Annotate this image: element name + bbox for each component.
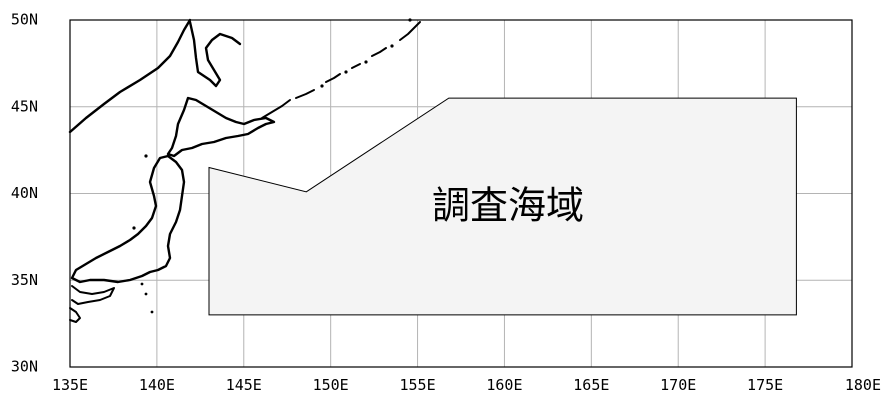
longitude-tick-label: 175E	[747, 376, 783, 394]
kuril-simushir	[325, 73, 341, 83]
kuril-onekotan	[351, 63, 361, 69]
latitude-tick-label: 40N	[11, 184, 38, 202]
islet	[344, 70, 348, 74]
islet	[390, 44, 394, 48]
islet	[364, 60, 368, 64]
islet	[132, 226, 136, 230]
longitude-tick-label: 180E	[845, 376, 881, 394]
survey-area-label: 調査海域	[432, 184, 584, 228]
kamchatka-tip	[399, 21, 421, 41]
coastlines	[68, 18, 421, 323]
kuril-urup	[295, 89, 315, 99]
honshu-coast	[70, 154, 186, 284]
kuril-etorofu	[261, 99, 291, 119]
islet	[144, 292, 148, 296]
latitude-tick-labels: 50N 45N 40N 35N 30N	[11, 11, 38, 376]
longitude-tick-label: 160E	[486, 376, 522, 394]
mainland-coast	[68, 18, 192, 134]
islet	[150, 310, 154, 314]
longitude-tick-label: 170E	[660, 376, 696, 394]
latitude-tick-label: 50N	[11, 11, 38, 29]
longitude-tick-label: 145E	[226, 376, 262, 394]
longitude-tick-label: 140E	[139, 376, 175, 394]
longitude-tick-label: 150E	[313, 376, 349, 394]
map-frame	[69, 19, 853, 368]
survey-area	[208, 97, 797, 316]
hokkaido-coast	[166, 96, 276, 158]
kuril-paramushir	[371, 47, 387, 57]
longitude-tick-label: 135E	[52, 376, 88, 394]
longitude-tick-label: 165E	[573, 376, 609, 394]
kyushu-coast	[69, 307, 81, 323]
islet	[140, 282, 144, 286]
latitude-tick-label: 35N	[11, 271, 38, 289]
shikoku-coast	[71, 285, 115, 305]
longitude-tick-labels: 135E 140E 145E 150E 155E 160E 165E 170E 175E 180E	[52, 376, 881, 394]
islet	[320, 84, 324, 88]
longitude-tick-label: 155E	[399, 376, 435, 394]
survey-area-layer: 調査海域	[208, 97, 797, 316]
latitude-tick-label: 45N	[11, 97, 38, 115]
latitude-tick-label: 30N	[11, 358, 38, 376]
islet	[144, 154, 148, 158]
sakhalin-coast	[188, 20, 242, 88]
